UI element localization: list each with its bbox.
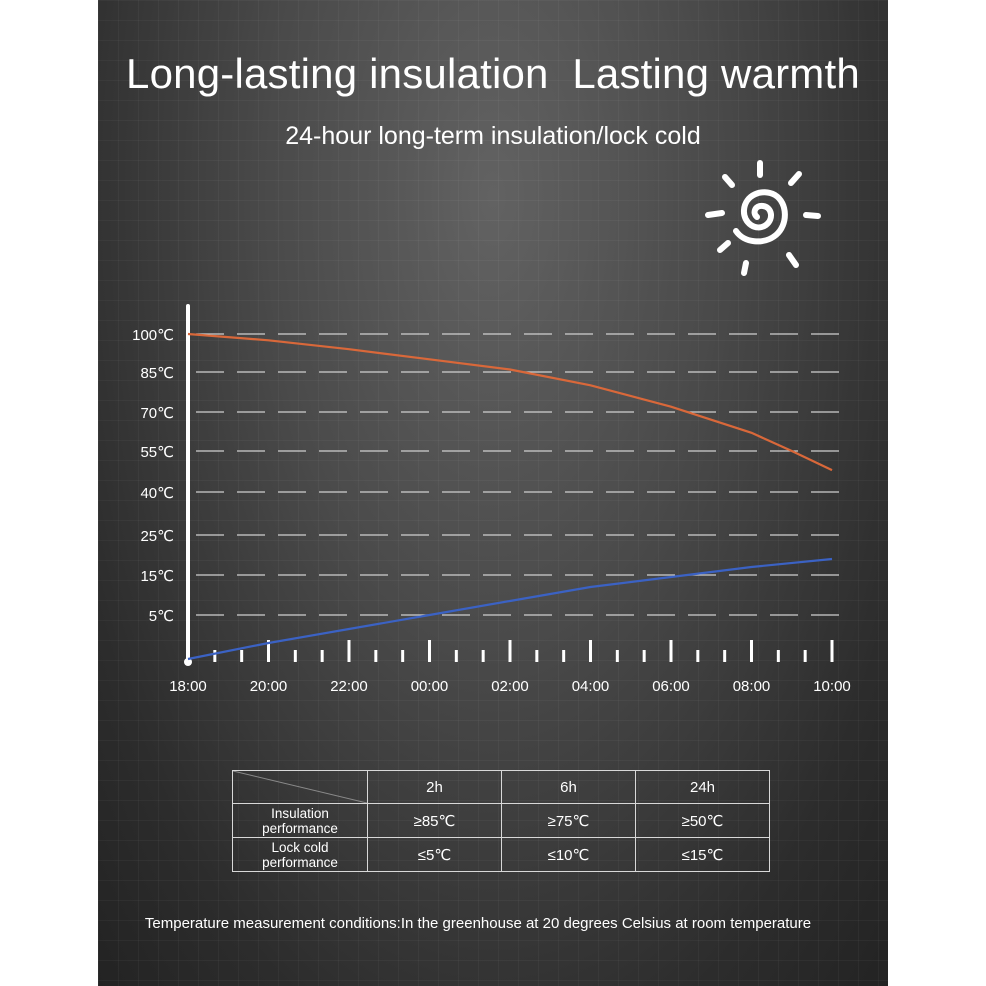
x-tick-label: 10:00 <box>813 678 851 695</box>
x-tick-label: 22:00 <box>330 678 368 695</box>
table-header-cell: 6h <box>501 770 636 804</box>
table-header-row: 2h 6h 24h <box>232 770 770 804</box>
y-tick-label: 85℃ <box>140 365 174 382</box>
table-header-cell: 2h <box>367 770 502 804</box>
row-label: Lock cold performance <box>232 837 368 872</box>
x-tick-label: 18:00 <box>169 678 207 695</box>
table-row: Lock cold performance ≤5℃ ≤10℃ ≤15℃ <box>232 837 770 872</box>
table-cell: ≤5℃ <box>367 837 502 872</box>
table-cell: ≤10℃ <box>501 837 636 872</box>
page-title: Long-lasting insulation Lasting warmth <box>126 50 860 97</box>
background-panel <box>98 0 888 986</box>
footnote: Temperature measurement conditions:In th… <box>144 915 812 932</box>
table-cell: ≥50℃ <box>635 803 770 838</box>
table-cell: ≥85℃ <box>367 803 502 838</box>
y-tick-label: 55℃ <box>140 444 174 461</box>
table-header-cell: 24h <box>635 770 770 804</box>
table-cell: ≥75℃ <box>501 803 636 838</box>
table-corner-cell <box>232 770 368 804</box>
x-tick-label: 00:00 <box>411 678 449 695</box>
series-line <box>187 557 833 661</box>
page-subtitle: 24-hour long-term insulation/lock cold <box>285 122 701 150</box>
y-tick-label: 25℃ <box>140 528 174 545</box>
x-tick-label: 20:00 <box>250 678 288 695</box>
row-label-line2: performance <box>262 820 338 836</box>
series-line <box>187 332 833 472</box>
row-label-line1: Lock cold <box>271 839 329 855</box>
y-tick-label: 40℃ <box>140 485 174 502</box>
table-row: Insulation performance ≥85℃ ≥75℃ ≥50℃ <box>232 803 770 838</box>
row-label-line2: performance <box>262 854 338 870</box>
corner-diagonal <box>233 771 367 803</box>
row-label: Insulation performance <box>232 803 368 838</box>
sun-icon <box>705 160 821 276</box>
y-tick-label: 100℃ <box>132 327 174 344</box>
axis-origin <box>184 658 192 666</box>
y-tick-label: 70℃ <box>140 405 174 422</box>
y-tick-label: 15℃ <box>140 568 174 585</box>
table-cell: ≤15℃ <box>635 837 770 872</box>
x-tick-label: 08:00 <box>733 678 771 695</box>
x-tick-label: 04:00 <box>572 678 610 695</box>
x-tick-label: 06:00 <box>652 678 690 695</box>
x-tick-label: 02:00 <box>491 678 529 695</box>
row-label-line1: Insulation <box>271 805 329 821</box>
performance-table: 2h 6h 24h Insulation performance ≥85℃ ≥75… <box>232 770 770 872</box>
y-tick-label: 5℃ <box>149 608 174 625</box>
